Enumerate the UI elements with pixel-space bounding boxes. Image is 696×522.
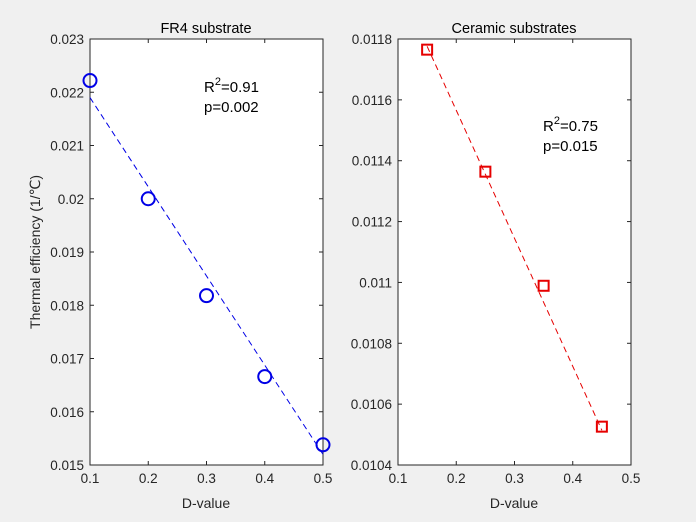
- y-tick-label-ceramic: 0.0106: [351, 397, 392, 412]
- r2-annotation-ceramic: R2=0.75: [543, 115, 598, 135]
- chart-ceramic: 0.1 0.2 0.3 0.4 0.5 0.01040.01060.01080.0110…: [351, 21, 641, 511]
- y-axis-label-fr4: Thermal efficiency (1/℃): [27, 175, 43, 329]
- fit-line-ceramic: [426, 46, 603, 431]
- y-tick-label-ceramic: 0.011: [359, 275, 392, 290]
- y-tick-label-fr4: 0.015: [50, 458, 84, 473]
- x-tick-label-fr4: 0.3: [197, 471, 216, 486]
- data-point-ceramic-1: [421, 43, 434, 56]
- r2-value-ceramic: =0.75: [560, 118, 598, 135]
- x-axis-label-fr4: D-value: [182, 495, 230, 511]
- data-point-fr4-4: [257, 369, 273, 385]
- fit-line-ceramic-group: [426, 46, 603, 431]
- data-points-fr4: [82, 73, 331, 453]
- y-tick-label-fr4: 0.017: [50, 352, 84, 367]
- y-tick-label-ceramic: 0.0116: [352, 93, 392, 108]
- x-ticks-ceramic: 0.1 0.2 0.3 0.4 0.5: [389, 39, 641, 486]
- y-tick-label-ceramic: 0.0108: [351, 336, 392, 351]
- y-tick-label-ceramic: 0.0112: [352, 215, 392, 230]
- p-annotation-fr4: p=0.002: [204, 99, 259, 116]
- chart-fr4: 0.1 0.2 0.3 0.4 0.5 0.0150.0160.0170.0180.01…: [27, 21, 332, 511]
- y-tick-label-fr4: 0.023: [50, 32, 84, 47]
- data-point-fr4-2: [140, 191, 156, 207]
- y-tick-label-fr4: 0.016: [50, 405, 84, 420]
- r2-superscript-ceramic: 2: [554, 115, 560, 127]
- x-tick-label-ceramic: 0.4: [563, 471, 582, 486]
- r2-symbol-ceramic: R: [543, 118, 554, 135]
- fit-line-fr4-group: [89, 97, 324, 455]
- data-point-ceramic-4: [595, 420, 608, 433]
- x-tick-label-ceramic: 0.1: [389, 471, 408, 486]
- plot-area-ceramic: [397, 38, 632, 466]
- y-tick-label-ceramic: 0.0104: [351, 458, 393, 473]
- y-tick-label-fr4: 0.022: [50, 85, 84, 100]
- x-tick-label-ceramic: 0.2: [447, 471, 466, 486]
- x-ticks-fr4: 0.1 0.2 0.3 0.4 0.5: [81, 39, 333, 486]
- annotation-ceramic: R2=0.75 p=0.015: [543, 115, 598, 155]
- x-tick-label-fr4: 0.1: [81, 471, 100, 486]
- data-point-fr4-3: [199, 288, 214, 304]
- data-point-ceramic-3: [537, 279, 550, 292]
- y-tick-label-ceramic: 0.0114: [352, 154, 393, 169]
- chart-title-ceramic: Ceramic substrates: [452, 21, 577, 37]
- y-tick-label-fr4: 0.02: [58, 192, 84, 207]
- x-axis-label-ceramic: D-value: [490, 495, 538, 511]
- y-ticks-ceramic: 0.0104 0.0106 0.0108 0.011 0.0112 0.0114 0.011…: [351, 32, 631, 473]
- r2-value-fr4: =0.91: [221, 79, 259, 96]
- y-tick-label-ceramic: 0.0118: [352, 32, 392, 47]
- x-tick-label-fr4: 0.5: [314, 471, 333, 486]
- y-ticks-fr4: 0.015 0.016 0.017 0.018 0.019 0.02 0.021 0.022 0…: [50, 32, 323, 473]
- y-tick-label-fr4: 0.018: [50, 298, 84, 313]
- data-points-ceramic: [421, 43, 608, 433]
- fit-line-fr4: [89, 97, 324, 455]
- x-tick-label-ceramic: 0.3: [505, 471, 524, 486]
- p-annotation-ceramic: p=0.015: [543, 138, 598, 155]
- y-tick-label-fr4: 0.021: [50, 139, 84, 154]
- annotation-fr4: R2=0.91 p=0.002: [204, 76, 259, 116]
- r2-annotation-fr4: R2=0.91: [204, 76, 259, 96]
- data-point-fr4-5: [315, 437, 331, 453]
- x-tick-label-fr4: 0.2: [139, 471, 158, 486]
- x-tick-label-ceramic: 0.5: [622, 471, 641, 486]
- r2-symbol-fr4: R: [204, 79, 215, 96]
- y-tick-label-fr4: 0.019: [50, 245, 84, 260]
- data-point-ceramic-2: [479, 165, 492, 178]
- r2-superscript-fr4: 2: [215, 76, 221, 88]
- data-point-fr4-1: [82, 73, 98, 89]
- x-tick-label-fr4: 0.4: [255, 471, 274, 486]
- chart-title-fr4: FR4 substrate: [160, 21, 251, 37]
